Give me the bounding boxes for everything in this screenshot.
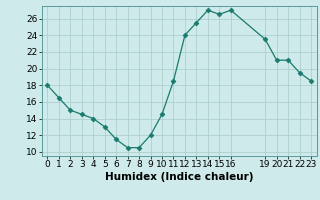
- X-axis label: Humidex (Indice chaleur): Humidex (Indice chaleur): [105, 172, 253, 182]
